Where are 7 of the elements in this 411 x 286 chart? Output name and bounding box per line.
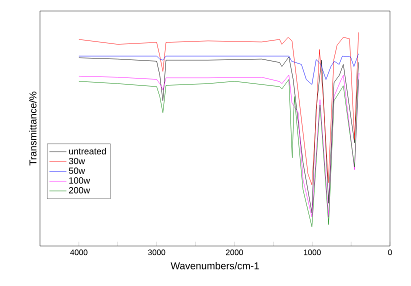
y-axis-title: Transmittance/% [29, 92, 36, 166]
legend-label: 30w [68, 158, 86, 164]
legend-label: 100w [69, 177, 90, 184]
legend-label: untreated [69, 148, 106, 154]
x-axis-title: Wavenumbers/cm-1 [170, 262, 259, 270]
legend-label: 50w [68, 168, 86, 174]
legend-label: 200w [69, 187, 90, 194]
